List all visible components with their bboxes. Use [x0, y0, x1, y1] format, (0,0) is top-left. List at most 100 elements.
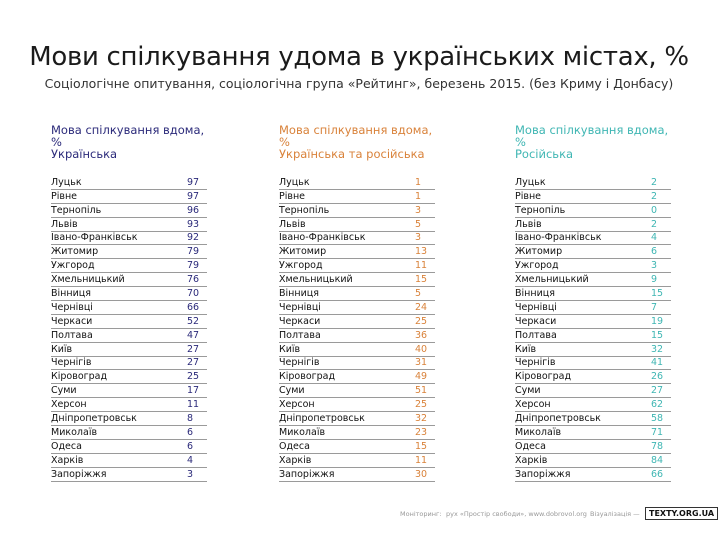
table-row: Харків 4 [51, 454, 207, 468]
table-row: Одеса 78 [515, 440, 671, 454]
value-label: 11 [415, 454, 428, 466]
city-label: Житомир [51, 246, 99, 258]
table-row: Київ 40 [279, 343, 435, 357]
table-row: Полтава 15 [515, 329, 671, 343]
table-row: Чернівці 24 [279, 301, 435, 315]
rows: Луцьк 1 Рівне 1 Тернопіль 3 Львів 5 Івано-Франкі… [279, 176, 435, 482]
value-label: 11 [415, 260, 428, 272]
table-row: Запоріжжя 3 [51, 468, 207, 482]
header-line2: Українська та російська [279, 147, 425, 161]
table-row: Одеса 15 [279, 440, 435, 454]
value-label: 96 [187, 204, 200, 216]
city-label: Харків [279, 454, 312, 466]
table-row: Хмельницький 9 [515, 273, 671, 288]
city-label: Полтава [515, 329, 557, 341]
table-row: Суми 51 [279, 384, 435, 399]
value-label: 41 [651, 357, 664, 369]
table-row: Чернігів 27 [51, 357, 207, 371]
table-row: Львів 93 [51, 218, 207, 232]
value-label: 92 [187, 232, 200, 244]
value-label: 8 [187, 413, 194, 425]
table-row: Дніпропетровськ 58 [515, 412, 671, 427]
city-label: Чернівці [51, 301, 93, 313]
city-label: Запоріжжя [51, 468, 107, 480]
value-label: 5 [415, 288, 422, 300]
city-label: Одеса [515, 440, 546, 452]
header-line1: Мова спілкування вдома, % [279, 123, 433, 149]
table-row: Луцьк 1 [279, 176, 435, 190]
city-label: Тернопіль [279, 204, 330, 216]
column-ukrainian: Мова спілкування вдома, % Українська Луц… [51, 124, 207, 482]
chart-subtitle: Соціологічне опитування, соціологічна гр… [44, 76, 674, 91]
table-row: Хмельницький 76 [51, 273, 207, 288]
value-label: 25 [415, 399, 428, 411]
header-line2: Російська [515, 147, 574, 161]
city-label: Львів [515, 218, 542, 230]
city-label: Черкаси [51, 315, 93, 327]
texty-logo: TEXTY.ORG.UA [645, 507, 718, 520]
table-row: Суми 17 [51, 384, 207, 399]
city-label: Миколаїв [279, 426, 326, 438]
city-label: Полтава [279, 329, 321, 341]
city-label: Чернігів [279, 357, 320, 369]
city-label: Луцьк [515, 176, 546, 188]
value-label: 6 [187, 426, 194, 438]
table-row: Тернопіль 0 [515, 204, 671, 218]
city-label: Рівне [515, 190, 542, 202]
value-label: 97 [187, 190, 200, 202]
table-row: Херсон 62 [515, 398, 671, 413]
column-header: Мова спілкування вдома, % Українська [51, 124, 207, 162]
city-label: Луцьк [51, 176, 82, 188]
city-label: Житомир [279, 246, 327, 258]
city-label: Київ [51, 343, 73, 355]
table-row: Рівне 1 [279, 190, 435, 204]
city-label: Чернігів [51, 357, 92, 369]
city-label: Вінниця [279, 288, 319, 300]
value-label: 49 [415, 371, 428, 383]
city-label: Чернівці [279, 301, 321, 313]
value-label: 25 [415, 315, 428, 327]
table-row: Чернігів 31 [279, 357, 435, 371]
city-label: Житомир [515, 246, 563, 258]
table-row: Полтава 47 [51, 329, 207, 343]
table-row: Івано-Франківськ 92 [51, 232, 207, 246]
table-row: Черкаси 25 [279, 315, 435, 329]
city-label: Дніпропетровськ [515, 413, 601, 425]
value-label: 7 [651, 301, 658, 313]
table-row: Дніпропетровськ 8 [51, 412, 207, 427]
table-row: Житомир 79 [51, 245, 207, 260]
city-label: Херсон [515, 399, 551, 411]
value-label: 76 [187, 274, 200, 286]
value-label: 79 [187, 260, 200, 272]
table-row: Хмельницький 15 [279, 273, 435, 288]
city-label: Миколаїв [515, 426, 562, 438]
value-label: 3 [415, 204, 422, 216]
city-label: Львів [51, 218, 78, 230]
table-row: Рівне 2 [515, 190, 671, 204]
table-row: Івано-Франківськ 4 [515, 232, 671, 246]
value-label: 66 [651, 468, 664, 480]
value-label: 19 [651, 315, 664, 327]
visualization-label: Візуалізація — [590, 510, 640, 518]
value-label: 15 [651, 329, 664, 341]
value-label: 15 [415, 440, 428, 452]
city-label: Вінниця [51, 288, 91, 300]
city-label: Херсон [279, 399, 315, 411]
column-header: Мова спілкування вдома, % Українська та … [279, 124, 435, 162]
city-label: Хмельницький [515, 274, 589, 286]
value-label: 27 [187, 357, 200, 369]
table-row: Київ 32 [515, 343, 671, 357]
city-label: Запоріжжя [279, 468, 335, 480]
city-label: Івано-Франківськ [515, 232, 602, 244]
table-row: Івано-Франківськ 3 [279, 232, 435, 246]
value-label: 26 [651, 371, 664, 383]
city-label: Миколаїв [51, 426, 98, 438]
value-label: 1 [415, 190, 422, 202]
city-label: Тернопіль [515, 204, 566, 216]
value-label: 0 [651, 204, 658, 216]
chart-title: Мови спілкування удома в українських міс… [29, 42, 689, 72]
value-label: 9 [651, 274, 658, 286]
value-label: 17 [187, 385, 200, 397]
table-row: Миколаїв 23 [279, 426, 435, 440]
value-label: 51 [415, 385, 428, 397]
